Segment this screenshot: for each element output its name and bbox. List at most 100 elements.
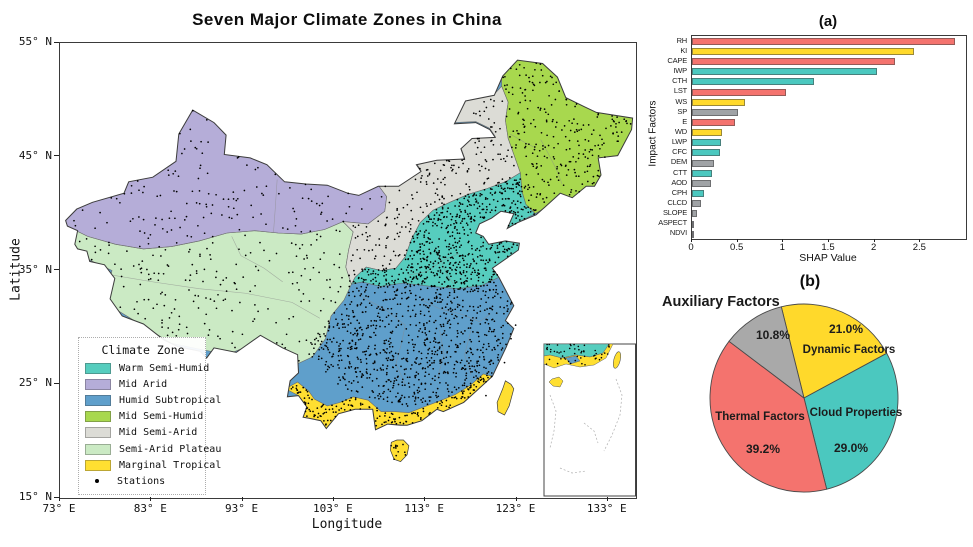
map-x-tick-mark [150, 497, 152, 501]
pie-label-cloud-properties: Cloud Properties [809, 407, 903, 419]
map-x-tick-label: 133° E [586, 502, 627, 515]
map-y-tick-mark [54, 41, 59, 43]
legend-title: Climate Zone [101, 343, 185, 357]
legend-item-mid_semi_arid: Mid Semi-Arid [85, 425, 201, 441]
pie-slice-thermal-factors [709, 340, 828, 493]
bar-cph [692, 190, 704, 198]
pie-label-dynamic-factors: Dynamic Factors [802, 344, 896, 356]
bar-ki [692, 47, 914, 55]
bar-category-label-ndvi: NDVI [669, 228, 687, 238]
map-x-tick-label: 113° E [404, 502, 445, 515]
bar-x-tick-mark [919, 239, 921, 242]
bar-ndvi [692, 230, 694, 238]
map-x-tick-label: 103° E [313, 502, 353, 515]
bar-x-axis-label: SHAP Value [799, 252, 857, 264]
china-climate-zone-map [65, 59, 636, 497]
legend-label: Mid Arid [119, 378, 168, 390]
bar-rh [692, 37, 956, 45]
bar-x-tick-mark [782, 239, 784, 242]
bar-category-label-e: E [682, 116, 687, 126]
bar-lst [692, 88, 787, 96]
bar-category-label-cph: CPH [671, 187, 687, 197]
bar-category-label-ws: WS [675, 96, 687, 106]
map-y-tick-mark [54, 269, 59, 270]
province-boundary-line [540, 139, 563, 185]
bar-ctt [692, 169, 713, 177]
bar-x-tick-label: 0 [688, 242, 694, 253]
south-china-sea-inset [543, 343, 636, 497]
bar-cth [692, 78, 815, 86]
legend-item-humid_subtropical: Humid Subtropical [85, 392, 221, 408]
map-x-tick-mark [59, 497, 60, 501]
hainan-island [390, 439, 410, 463]
bar-panel-label: (a) [818, 13, 838, 30]
bar-category-label-sp: SP [677, 106, 687, 116]
bar-category-label-aspect: ASPECT [658, 218, 687, 228]
pie-slice-dynamic-factors [780, 303, 888, 399]
province-boundary-line [436, 329, 445, 380]
legend-swatch [85, 362, 111, 374]
legend-label: Marginal Tropical [119, 459, 222, 471]
map-x-tick-label: 93° E [225, 502, 259, 515]
map-x-tick-label: 73° E [42, 502, 76, 515]
map-x-tick-mark [424, 497, 426, 501]
factor-category-pie [709, 303, 899, 493]
bar-category-label-rh: RH [676, 35, 688, 45]
bar-x-tick-mark [873, 239, 875, 242]
map-x-tick-mark [332, 497, 334, 501]
pie-pct-auxiliary: 10.8% [755, 328, 791, 342]
legend-item-warm_semi_humid: Warm Semi-Humid [85, 360, 209, 376]
province-boundary-line [273, 179, 278, 233]
map-y-tick-label: 35° N [18, 262, 52, 276]
bar-sp [692, 108, 738, 116]
map-y-tick-label: 25° N [18, 376, 52, 390]
legend-item-semi_arid_plateau: Semi-Arid Plateau [85, 441, 221, 457]
bar-category-label-wd: WD [674, 126, 687, 136]
legend-swatch [85, 378, 111, 390]
map-y-tick-mark [54, 382, 59, 384]
map-title: Seven Major Climate Zones in China [192, 10, 502, 29]
bar-lwp [692, 139, 722, 147]
bar-category-label-ki: KI [680, 45, 687, 55]
pie-slice-cloud-properties [803, 352, 899, 490]
pie-label-thermal-factors: Thermal Factors [715, 411, 805, 423]
legend-label: Semi-Arid Plateau [119, 443, 222, 455]
legend-swatch [85, 394, 111, 406]
bar-category-label-iwp: IWP [673, 66, 687, 76]
bar-slope [692, 210, 697, 218]
bar-x-tick-label: 2 [871, 242, 877, 253]
province-boundary-line [509, 133, 536, 148]
pie-outside-label-auxiliary-factors: Auxiliary Factors [662, 294, 780, 310]
bar-cfc [692, 149, 721, 157]
bar-ws [692, 98, 745, 106]
province-boundary-line [231, 236, 283, 283]
bar-category-label-lwp: LWP [671, 137, 687, 147]
station-dot-icon [95, 479, 99, 484]
pie-slice-auxiliary-factors [728, 306, 805, 400]
province-boundary-line [407, 253, 460, 276]
station-dots [73, 62, 632, 461]
bar-x-tick-mark [828, 239, 829, 242]
bar-category-label-cth: CTH [672, 76, 687, 86]
bar-wd [692, 129, 723, 137]
bar-category-label-aod: AOD [671, 177, 687, 187]
legend-item-stations: Stations [85, 473, 201, 489]
map-y-tick-label: 55° N [18, 35, 52, 48]
legend-swatch [85, 411, 111, 423]
bar-category-label-slope: SLOPE [662, 208, 687, 218]
bar-x-tick-label: 1 [779, 242, 785, 253]
bar-e [692, 119, 735, 126]
bar-category-label-lst: LST [673, 86, 687, 96]
legend-label: Mid Semi-Arid [119, 427, 198, 439]
bar-category-label-ctt: CTT [673, 167, 687, 177]
bar-iwp [692, 68, 878, 76]
bar-x-tick-label: 0.5 [730, 242, 744, 253]
map-y-tick-label: 45° N [18, 148, 52, 162]
legend-label: Stations [117, 475, 166, 487]
map-legend: Climate Zone Warm Semi-Humid Mid Arid Humi… [78, 337, 221, 495]
map-x-tick-mark [515, 497, 517, 501]
bar-category-label-clcd: CLCD [667, 198, 687, 207]
legend-swatch [85, 427, 111, 439]
legend-item-marginal_tropical: Marginal Tropical [85, 457, 221, 473]
bar-category-label-dem: DEM [670, 157, 687, 167]
